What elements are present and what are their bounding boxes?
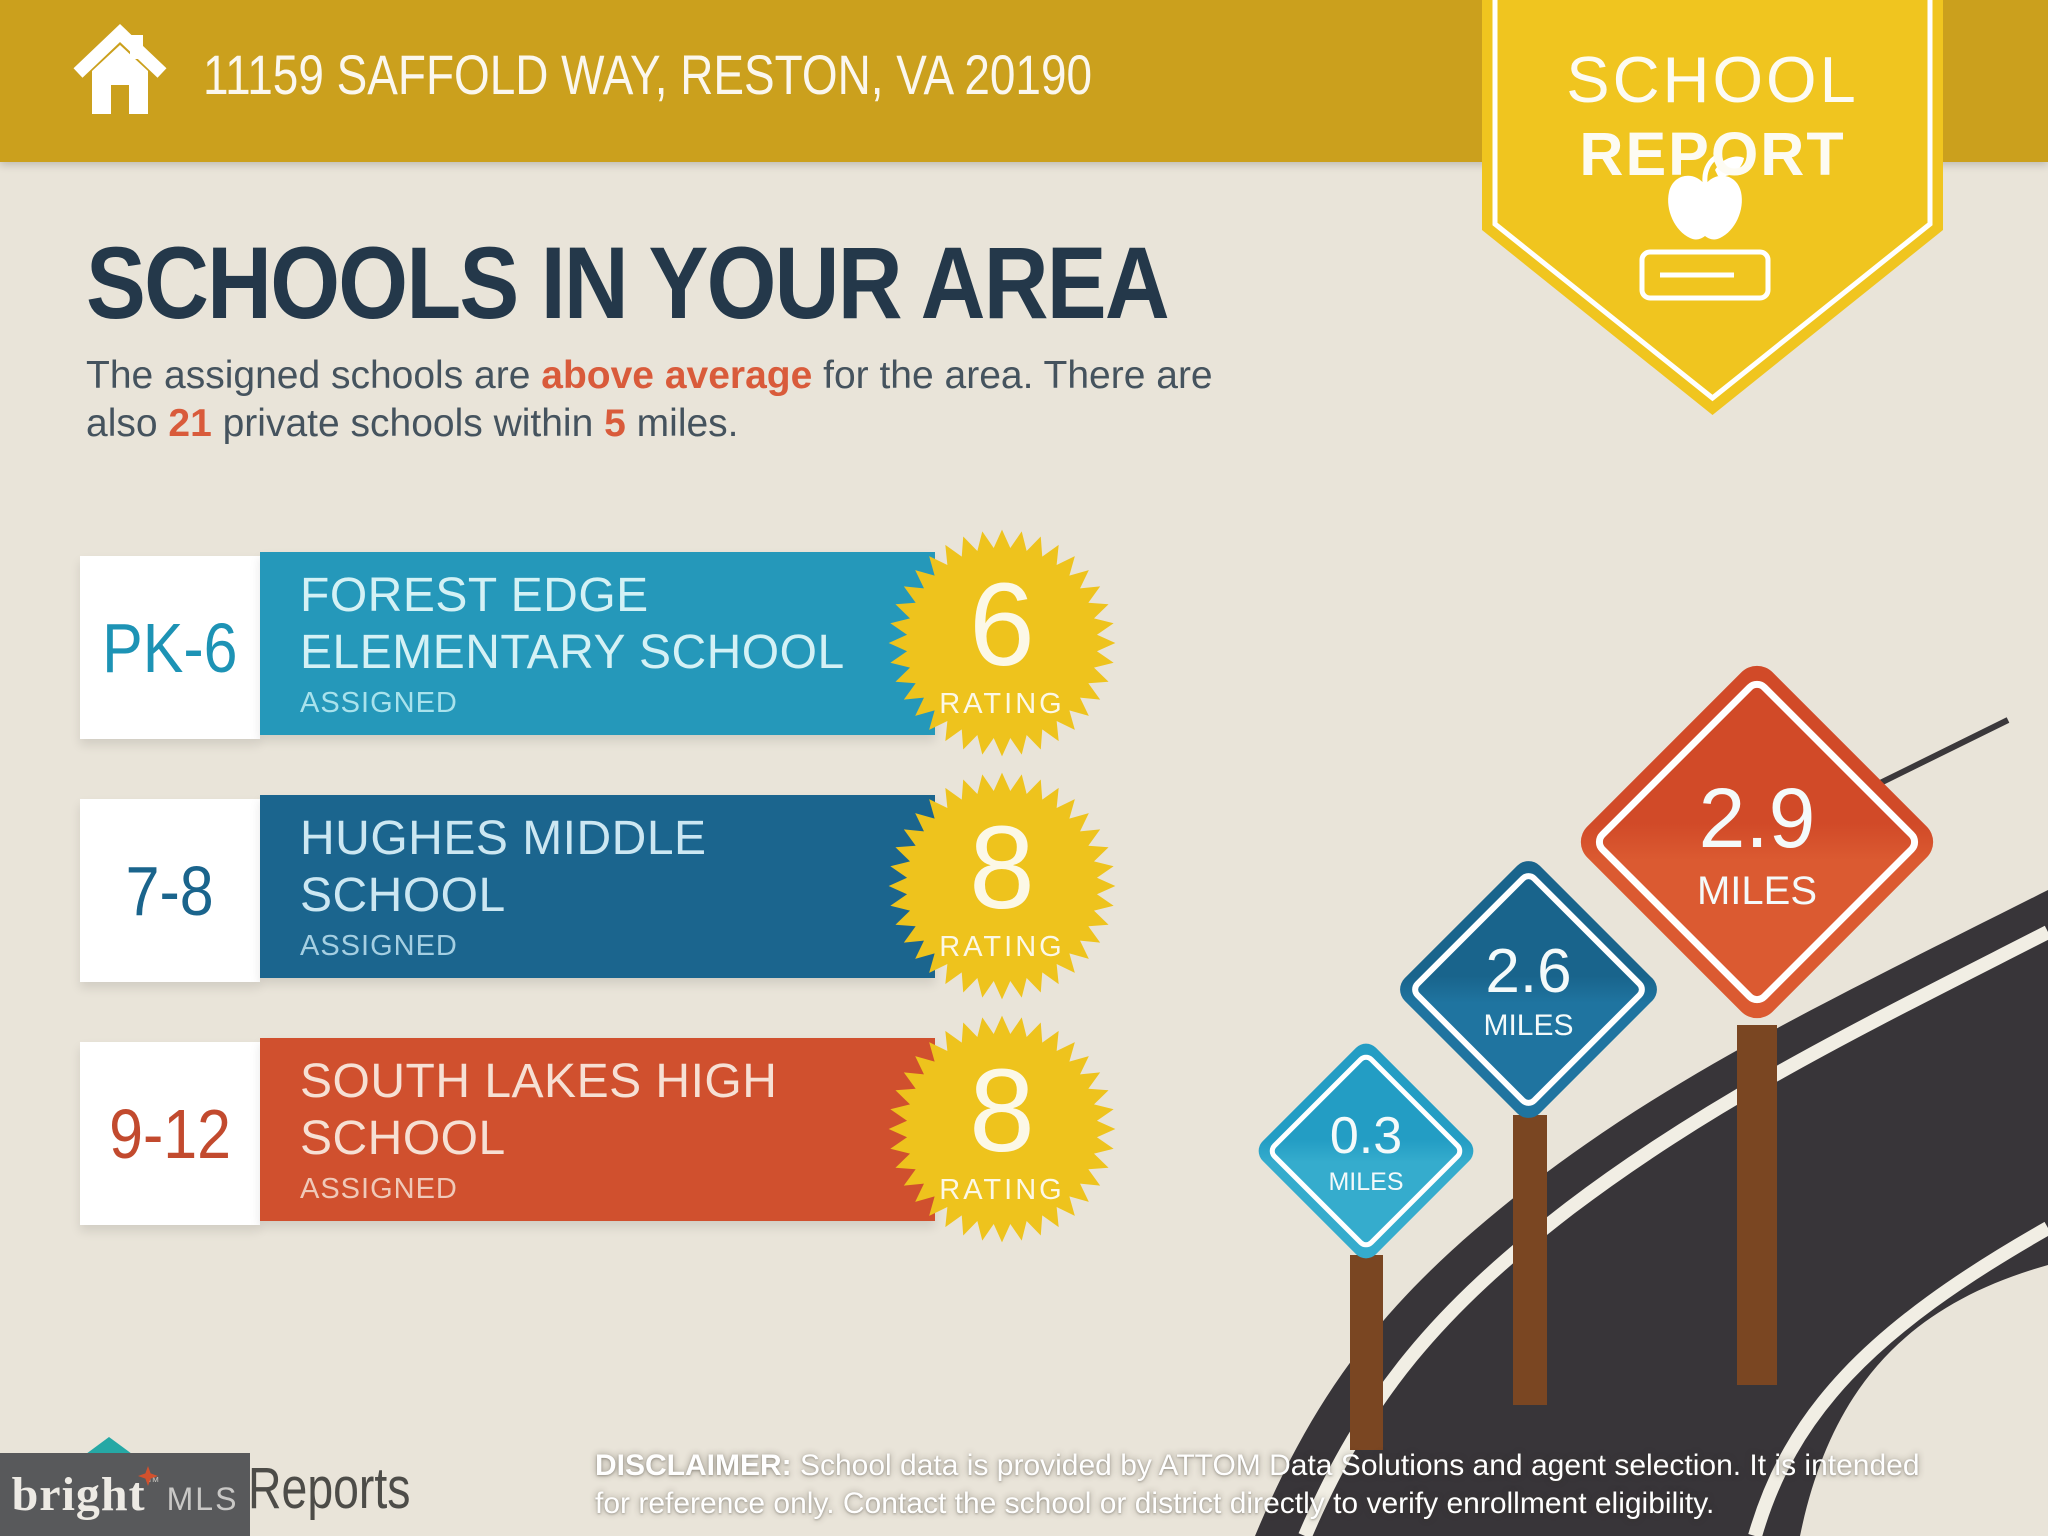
distance-value: 2.9 — [1698, 771, 1816, 865]
subtitle-highlight: 5 — [604, 402, 626, 445]
subtitle-highlight: 21 — [168, 402, 212, 445]
rating-badge-elementary: 6 RATING — [887, 528, 1117, 758]
rating-badge-high: 8 RATING — [887, 1014, 1117, 1244]
partial-reports-logo: Reports — [248, 1456, 411, 1521]
school-name: HUGHES MIDDLE SCHOOL — [300, 812, 707, 922]
school-row-middle: 7-8 HUGHES MIDDLE SCHOOL ASSIGNED — [0, 795, 2048, 982]
rating-value: 8 — [969, 801, 1035, 934]
starburst-icon — [888, 772, 1116, 1000]
ribbon-line2: REPORT — [1579, 120, 1846, 188]
logo-brand-text: bright — [11, 1468, 146, 1521]
school-row-high: 9-12 SOUTH LAKES HIGH SCHOOL ASSIGNED — [0, 1038, 2048, 1225]
grade-range-box: PK-6 — [80, 556, 260, 739]
grade-range: 9-12 — [109, 1094, 231, 1173]
school-bar: SOUTH LAKES HIGH SCHOOL ASSIGNED — [260, 1038, 935, 1221]
subtitle-text: for the area. There are — [812, 354, 1213, 397]
distance-sign-2-9-miles: 2.9 MILES — [1571, 656, 1943, 1028]
school-status: ASSIGNED — [300, 687, 458, 719]
disclaimer-line2: for reference only. Contact the school o… — [595, 1487, 1715, 1520]
intro-subtitle: The assigned schools are above average f… — [86, 352, 1213, 448]
ribbon-line1: SCHOOL — [1566, 43, 1859, 116]
sign-post — [1737, 1025, 1777, 1385]
school-bar: FOREST EDGE ELEMENTARY SCHOOL ASSIGNED — [260, 552, 935, 735]
property-address: 11159 SAFFOLD WAY, RESTON, VA 20190 — [203, 42, 1093, 106]
rating-label: RATING — [939, 930, 1065, 963]
ribbon-text: SCHOOL REPORT — [1482, 0, 1943, 420]
bright-mls-logo: bright ™ MLS — [0, 1453, 250, 1536]
logo-suffix-text: MLS — [166, 1481, 239, 1517]
school-bar: HUGHES MIDDLE SCHOOL ASSIGNED — [260, 795, 935, 978]
ribbon-shape — [1482, 0, 1943, 415]
distance-unit: MILES — [1328, 1167, 1404, 1196]
starburst-icon — [888, 1015, 1116, 1243]
school-row-elementary: PK-6 FOREST EDGE ELEMENTARY SCHOOL ASSIG… — [0, 552, 2048, 739]
grade-range: PK-6 — [102, 608, 238, 687]
starburst-icon — [888, 529, 1116, 757]
distance-value: 0.3 — [1329, 1106, 1403, 1165]
page-title: SCHOOLS IN YOUR AREA — [86, 226, 1170, 340]
distance-unit: MILES — [1696, 869, 1818, 913]
grade-range-box: 9-12 — [80, 1042, 260, 1225]
subtitle-highlight: above average — [541, 354, 813, 397]
rating-label: RATING — [939, 687, 1065, 720]
distance-sign-2-6-miles: 2.6 MILES — [1393, 854, 1664, 1125]
school-name: FOREST EDGE ELEMENTARY SCHOOL — [300, 569, 845, 679]
disclaimer-text: DISCLAIMER: School data is provided by A… — [595, 1447, 2035, 1523]
rating-value: 8 — [969, 1044, 1035, 1177]
distance-value: 2.6 — [1485, 937, 1572, 1006]
subtitle-text: private schools within — [211, 402, 605, 445]
subtitle-text: also — [86, 402, 169, 445]
rating-label: RATING — [939, 1173, 1065, 1206]
sign-post — [1513, 1115, 1547, 1405]
home-icon — [73, 24, 167, 114]
school-report-ribbon: SCHOOL REPORT — [1482, 0, 1943, 420]
rating-badge-middle: 8 RATING — [887, 771, 1117, 1001]
disclaimer-label: DISCLAIMER: — [595, 1449, 792, 1482]
subtitle-text: miles. — [625, 402, 739, 445]
partial-logo-roof-icon — [86, 1437, 132, 1454]
distance-unit: MILES — [1483, 1009, 1574, 1042]
school-name: SOUTH LAKES HIGH SCHOOL — [300, 1055, 778, 1165]
book-icon — [1639, 249, 1771, 301]
disclaimer-line1: School data is provided by ATTOM Data So… — [791, 1449, 1920, 1482]
sign-post — [1350, 1255, 1383, 1450]
rating-value: 6 — [969, 558, 1035, 691]
school-status: ASSIGNED — [300, 930, 458, 962]
school-status: ASSIGNED — [300, 1173, 458, 1205]
grade-range-box: 7-8 — [80, 799, 260, 982]
subtitle-text: The assigned schools are — [86, 354, 542, 397]
grade-range: 7-8 — [125, 851, 215, 930]
